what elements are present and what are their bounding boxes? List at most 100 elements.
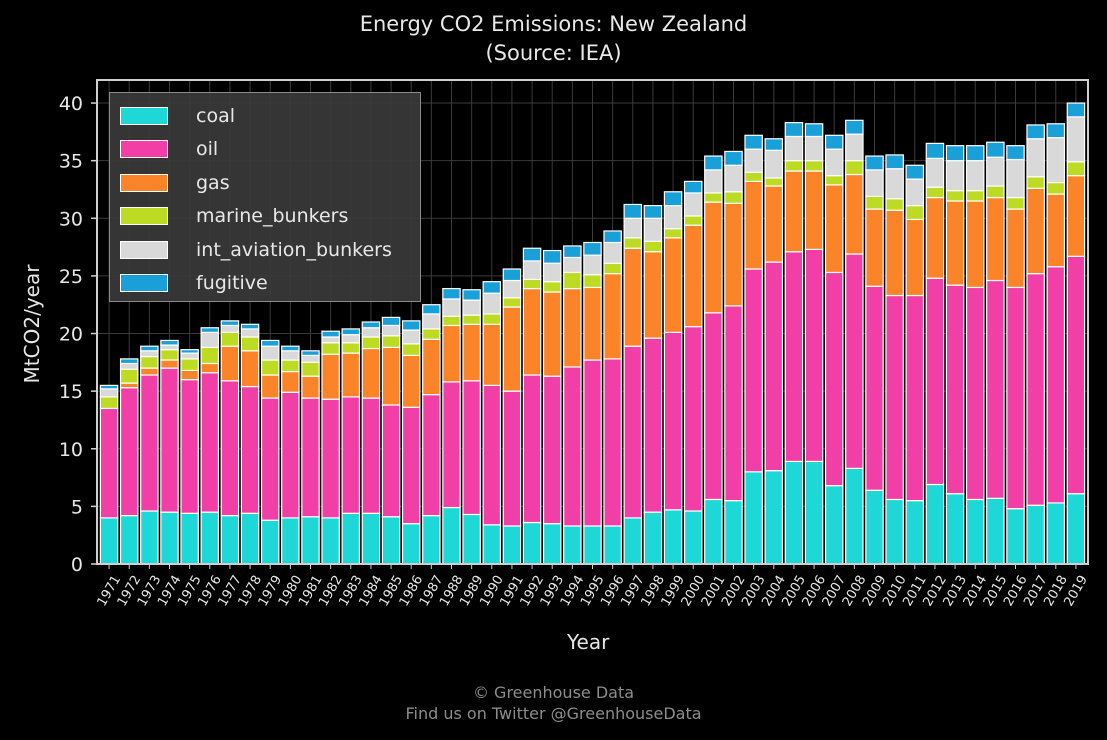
y-tick-label: 0	[71, 554, 83, 576]
legend-item-coal: coal	[110, 99, 420, 133]
x-axis-label: Year	[567, 630, 610, 654]
bar-coal	[200, 511, 220, 565]
legend-item-oil: oil	[110, 133, 420, 167]
bar-oil	[643, 337, 663, 513]
bar-int-aviation-bunkers	[260, 345, 280, 361]
bar-marine-bunkers	[260, 359, 280, 376]
bar-fugitive	[563, 245, 582, 259]
bar-marine-bunkers	[1006, 196, 1025, 210]
bar-gas	[160, 359, 179, 369]
bar-gas	[764, 185, 784, 263]
bar-marine-bunkers	[401, 343, 421, 357]
bar-coal	[663, 509, 683, 565]
bar-coal	[542, 523, 562, 565]
y-ticks: 0 5 10 15 20 25 30 35 40	[59, 93, 97, 576]
bar-fugitive	[180, 349, 199, 354]
bar-gas	[281, 370, 300, 393]
bar-oil	[462, 380, 481, 516]
bar-oil	[905, 294, 925, 502]
bar-gas	[502, 306, 522, 392]
bar-fugitive	[865, 155, 884, 171]
bar-int-aviation-bunkers	[200, 331, 220, 348]
bar-oil	[804, 248, 824, 463]
bar-fugitive	[301, 350, 320, 357]
bar-fugitive	[663, 191, 683, 207]
legend-label-int-aviation-bunkers: int_aviation_bunkers	[196, 238, 392, 261]
bar-oil	[563, 366, 582, 527]
bar-fugitive	[99, 384, 119, 390]
bar-int-aviation-bunkers	[401, 329, 421, 345]
bar-oil	[965, 286, 985, 501]
bar-coal	[824, 485, 844, 565]
bar-oil	[824, 271, 844, 487]
bar-int-aviation-bunkers	[643, 217, 663, 242]
bar-coal	[744, 471, 763, 565]
bar-marine-bunkers	[160, 349, 179, 361]
bar-gas	[583, 286, 602, 361]
bar-coal	[804, 460, 824, 565]
bar-gas	[643, 251, 663, 339]
bar-marine-bunkers	[200, 346, 220, 365]
bar-gas	[422, 338, 441, 396]
credit-line-2: Find us on Twitter @GreenhouseData	[405, 704, 702, 723]
bar-oil	[1046, 266, 1066, 504]
legend-item-marine-bunkers: marine_bunkers	[110, 200, 420, 234]
bars	[99, 102, 1086, 565]
bar-fugitive	[623, 203, 643, 219]
chart-subtitle: (Source: IEA)	[485, 41, 622, 65]
bar-fugitive	[220, 320, 240, 327]
bar-coal	[240, 512, 260, 565]
bar-gas	[542, 291, 562, 377]
bar-gas	[1026, 187, 1045, 275]
bar-marine-bunkers	[1026, 176, 1045, 189]
bar-coal	[563, 525, 582, 565]
bar-oil	[744, 268, 763, 473]
bar-gas	[401, 354, 421, 408]
bar-coal	[180, 512, 199, 565]
bar-int-aviation-bunkers	[744, 148, 763, 173]
legend-item-int-aviation-bunkers: int_aviation_bunkers	[110, 233, 420, 267]
bar-marine-bunkers	[442, 315, 461, 327]
bar-marine-bunkers	[663, 228, 683, 239]
bar-marine-bunkers	[986, 185, 1005, 199]
bar-coal	[764, 470, 784, 565]
bar-oil	[381, 404, 401, 518]
bar-int-aviation-bunkers	[704, 169, 723, 194]
bar-int-aviation-bunkers	[845, 133, 864, 162]
bar-coal	[422, 514, 441, 565]
bar-fugitive	[1046, 123, 1066, 139]
bar-fugitive	[925, 142, 945, 159]
bar-coal	[724, 500, 743, 565]
bar-oil	[240, 385, 260, 514]
bar-marine-bunkers	[965, 190, 985, 202]
bar-marine-bunkers	[542, 281, 562, 293]
bar-oil	[1006, 286, 1025, 510]
bar-coal	[462, 513, 481, 565]
bar-gas	[663, 237, 683, 333]
bar-gas	[140, 367, 159, 376]
bar-coal	[442, 506, 461, 565]
legend-swatch-coal	[120, 106, 168, 125]
bar-fugitive	[986, 141, 1005, 158]
bar-coal	[260, 519, 280, 565]
bar-marine-bunkers	[683, 215, 703, 226]
bar-int-aviation-bunkers	[1006, 158, 1025, 199]
bar-gas	[704, 201, 723, 314]
bar-gas	[522, 287, 542, 376]
y-tick-label: 35	[59, 151, 83, 173]
bar-int-aviation-bunkers	[965, 160, 985, 192]
bar-fugitive	[784, 122, 804, 138]
bar-fugitive	[422, 304, 441, 315]
bar-fugitive	[522, 247, 542, 262]
bar-fugitive	[603, 230, 622, 244]
bar-fugitive	[583, 241, 602, 256]
bar-marine-bunkers	[180, 358, 199, 371]
bar-oil	[865, 285, 884, 491]
bar-int-aviation-bunkers	[341, 334, 361, 344]
bar-gas	[563, 287, 582, 368]
bar-oil	[220, 380, 240, 517]
bar-fugitive	[462, 289, 481, 301]
bar-oil	[583, 359, 602, 527]
bar-coal	[1026, 504, 1045, 565]
